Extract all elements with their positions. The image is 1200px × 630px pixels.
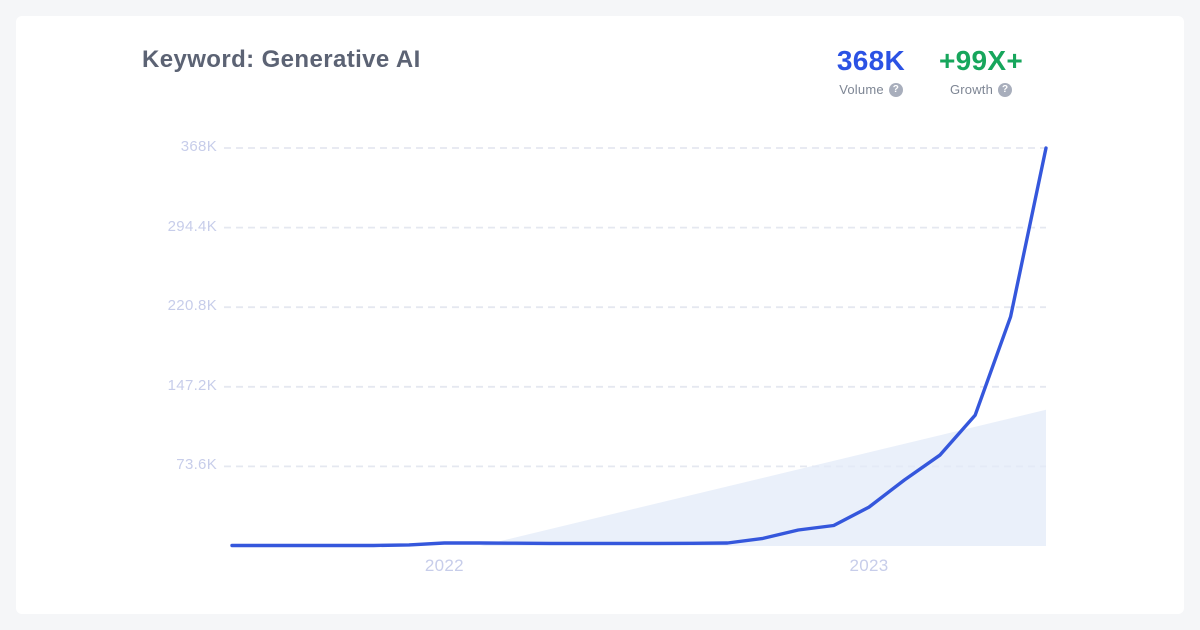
growth-label-row: Growth ? xyxy=(921,82,1041,97)
question-mark-icon[interactable]: ? xyxy=(888,82,903,97)
volume-value: 368K xyxy=(836,45,906,76)
volume-label-row: Volume ? xyxy=(811,82,931,97)
volume-stat: 368K Volume ? xyxy=(811,45,931,98)
keyword-trend-card xyxy=(16,16,1184,614)
growth-label: Growth xyxy=(949,82,994,97)
growth-stat: +99X+ Growth ? xyxy=(921,45,1041,98)
question-mark-icon[interactable]: ? xyxy=(998,82,1013,97)
growth-value: +99X+ xyxy=(938,45,1024,76)
page-title: Keyword: Generative AI xyxy=(142,46,421,73)
volume-label: Volume xyxy=(839,82,884,97)
